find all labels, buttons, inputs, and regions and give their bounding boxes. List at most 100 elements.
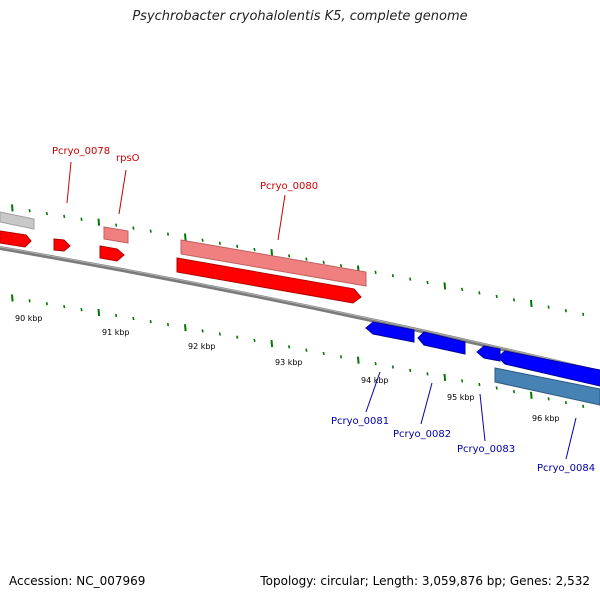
gene-label-Pcryo_0080[interactable]: Pcryo_0080: [260, 181, 318, 192]
forward-tick: [184, 233, 187, 241]
reverse-tick: [132, 316, 135, 321]
gene-label-Pcryo_0084[interactable]: Pcryo_0084: [537, 463, 595, 474]
cds-arrow-prev[interactable]: [0, 230, 32, 248]
ruler-label-93: 93 kbp: [275, 358, 303, 367]
gene-label-Pcryo_0078[interactable]: Pcryo_0078: [52, 146, 110, 157]
reverse-tick: [305, 348, 308, 352]
forward-tick: [253, 247, 256, 252]
forward-tick: [132, 226, 135, 230]
leader-line-Pcryo_0081: [365, 371, 381, 413]
reverse-tick-row: [11, 294, 585, 408]
cds-arrow-Pcryo_0083[interactable]: [476, 345, 501, 362]
reverse-tick: [582, 404, 585, 408]
reverse-tick: [322, 351, 325, 356]
forward-tick: [374, 270, 377, 274]
reverse-tick: [426, 372, 429, 376]
ruler-label-94: 94 kbp: [361, 376, 389, 385]
leader-line-Pcryo_0078: [66, 161, 72, 204]
reverse-tick: [409, 368, 412, 373]
forward-tick: [115, 223, 118, 227]
ruler-labels: 90 kbp 91 kbp 92 kbp 93 kbp 94 kbp 95 kb…: [15, 314, 560, 423]
forward-tick: [512, 298, 516, 302]
gene-label-Pcryo_0081[interactable]: Pcryo_0081: [331, 416, 389, 427]
genome-backbone-highlight: [0, 246, 600, 372]
reverse-tick: [45, 302, 48, 306]
reverse-tick: [547, 397, 550, 401]
forward-tick: [236, 244, 239, 249]
leader-line-Pcryo_0082: [420, 382, 433, 425]
leader-line-Pcryo_0084: [565, 417, 577, 460]
ruler-label-90: 90 kbp: [15, 314, 43, 323]
reverse-tick: [149, 319, 152, 324]
leader-line-Pcryo_0083: [479, 393, 486, 442]
accession-text: Accession: NC_007969: [9, 574, 146, 588]
reverse-tick: [97, 308, 101, 317]
forward-tick: [63, 214, 66, 219]
forward-tick: [97, 218, 101, 226]
ruler-label-91: 91 kbp: [102, 328, 130, 337]
ruler-label-96: 96 kbp: [532, 414, 560, 423]
reverse-tick: [461, 379, 464, 383]
forward-tick: [409, 277, 412, 281]
forward-tick: [478, 291, 481, 295]
reverse-tick: [530, 391, 533, 399]
reverse-tick: [236, 335, 239, 339]
forward-tick: [270, 249, 274, 257]
forward-tick-row: [11, 204, 585, 317]
ruler-label-95: 95 kbp: [447, 393, 475, 402]
forward-tick: [582, 312, 585, 317]
forward-tick: [339, 264, 343, 268]
cds-arrow-Pcryo_0078[interactable]: [53, 238, 71, 252]
reverse-tick: [478, 382, 481, 387]
reverse-tick: [374, 361, 377, 366]
reverse-tick: [201, 329, 204, 333]
gene-label-Pcryo_0083[interactable]: Pcryo_0083: [457, 444, 515, 455]
gene-labels: Pcryo_0078 rpsO Pcryo_0080 Pcryo_0081 Pc…: [52, 146, 595, 474]
forward-tick: [495, 294, 498, 299]
forward-tick: [288, 254, 291, 258]
cds-arrow-Pcryo_0084[interactable]: [497, 350, 600, 387]
forward-tick: [45, 211, 48, 216]
forward-tick: [443, 282, 447, 290]
reverse-tick: [115, 313, 118, 318]
forward-tick: [305, 257, 308, 261]
reverse-tick: [253, 338, 256, 343]
gene-feature-Pcryo_0084[interactable]: [494, 367, 600, 406]
forward-tick: [28, 209, 31, 213]
map-title: Psychrobacter cryohalolentis K5, complet…: [132, 9, 468, 24]
forward-tick: [11, 204, 14, 212]
gene-label-rpsO[interactable]: rpsO: [116, 153, 140, 164]
forward-tick: [547, 305, 550, 309]
cds-arrow-rpsO[interactable]: [99, 245, 125, 262]
reverse-tick: [391, 365, 394, 369]
reverse-tick: [270, 340, 274, 348]
cds-arrow-Pcryo_0081[interactable]: [365, 321, 415, 343]
forward-tick: [149, 229, 152, 233]
reverse-tick: [495, 386, 498, 390]
leader-line-rpsO: [118, 169, 127, 215]
reverse-tick: [218, 332, 221, 336]
reverse-tick: [339, 355, 343, 359]
gene-label-Pcryo_0082[interactable]: Pcryo_0082: [393, 429, 451, 440]
gene-feature-prev[interactable]: [0, 211, 35, 230]
reverse-tick: [288, 345, 291, 349]
gene-feature-rpsO[interactable]: [103, 226, 129, 244]
forward-tick: [564, 309, 567, 313]
forward-tick: [218, 241, 221, 245]
reverse-tick: [28, 299, 31, 303]
forward-tick: [426, 280, 429, 285]
reverse-tick: [357, 356, 360, 364]
gene-feature-Pcryo_0080[interactable]: [180, 239, 367, 287]
forward-tick: [461, 287, 464, 292]
ruler-label-92: 92 kbp: [188, 342, 216, 351]
cds-arrow-Pcryo_0082[interactable]: [417, 331, 466, 355]
forward-tick: [166, 232, 170, 236]
reverse-tick: [184, 324, 187, 332]
reverse-tick: [443, 373, 447, 381]
forward-tick: [201, 238, 204, 242]
cds-arrow-Pcryo_0080[interactable]: [176, 257, 362, 304]
reverse-tick: [512, 389, 516, 394]
leader-line-Pcryo_0080: [277, 194, 286, 241]
reverse-tick: [63, 304, 66, 309]
